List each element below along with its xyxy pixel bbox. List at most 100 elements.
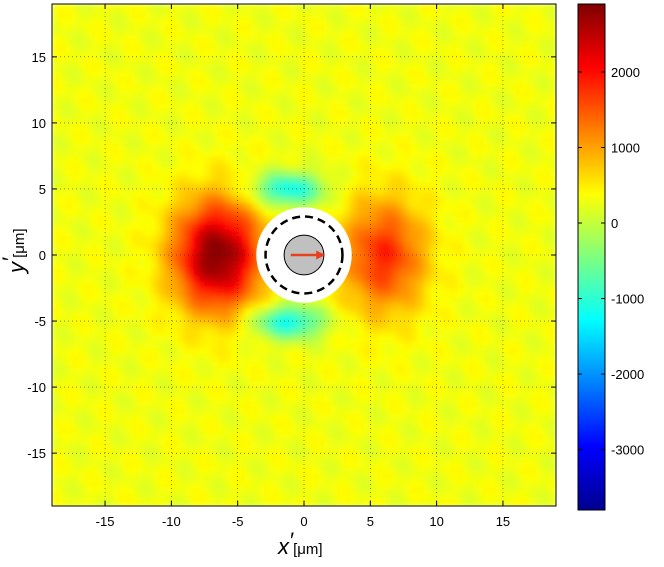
heatmap-cell bbox=[456, 50, 464, 58]
heatmap-cell bbox=[171, 492, 179, 501]
heatmap-cell bbox=[124, 347, 133, 355]
heatmap-cell bbox=[270, 96, 279, 104]
heatmap-cell bbox=[264, 155, 272, 164]
heatmap-cell bbox=[224, 70, 232, 78]
heatmap-cell bbox=[297, 327, 305, 336]
heatmap-cell bbox=[469, 43, 478, 52]
heatmap-cell bbox=[416, 83, 425, 91]
heatmap-cell bbox=[436, 261, 445, 270]
heatmap-cell bbox=[118, 340, 126, 349]
heatmap-cell bbox=[58, 188, 67, 197]
heatmap-cell bbox=[211, 268, 219, 276]
heatmap-cell bbox=[304, 466, 312, 474]
heatmap-cell bbox=[78, 281, 86, 289]
heatmap-cell bbox=[456, 340, 464, 349]
heatmap-cell bbox=[171, 149, 179, 157]
heatmap-cell bbox=[403, 195, 411, 203]
heatmap-cell bbox=[284, 360, 292, 369]
heatmap-cell bbox=[52, 268, 60, 276]
heatmap-cell bbox=[250, 360, 259, 369]
heatmap-cell bbox=[357, 387, 365, 395]
heatmap-cell bbox=[217, 420, 226, 428]
heatmap-cell bbox=[443, 459, 451, 468]
heatmap-cell bbox=[463, 109, 471, 118]
heatmap-cell bbox=[449, 307, 458, 316]
heatmap-cell bbox=[191, 162, 199, 170]
heatmap-cell bbox=[144, 202, 153, 210]
heatmap-cell bbox=[469, 241, 478, 250]
heatmap-cell bbox=[297, 360, 305, 369]
heatmap-cell bbox=[343, 413, 352, 421]
heatmap-cell bbox=[350, 433, 358, 441]
heatmap-cell bbox=[310, 367, 319, 375]
heatmap-cell bbox=[483, 208, 491, 217]
heatmap-cell bbox=[376, 347, 385, 355]
heatmap-cell bbox=[224, 347, 232, 355]
heatmap-cell bbox=[363, 162, 372, 170]
heatmap-cell bbox=[204, 492, 212, 501]
heatmap-cell bbox=[131, 30, 140, 38]
heatmap-cell bbox=[337, 43, 345, 52]
heatmap-cell bbox=[71, 486, 80, 494]
heatmap-cell bbox=[111, 228, 120, 236]
heatmap-cell bbox=[403, 43, 411, 52]
heatmap-cell bbox=[376, 393, 385, 402]
heatmap-cell bbox=[65, 37, 73, 45]
heatmap-cell bbox=[85, 340, 93, 349]
heatmap-cell bbox=[211, 50, 219, 58]
heatmap-cell bbox=[469, 30, 478, 38]
heatmap-cell bbox=[244, 70, 252, 78]
heatmap-cell bbox=[277, 387, 285, 395]
heatmap-cell bbox=[111, 116, 120, 124]
heatmap-cell bbox=[98, 23, 106, 32]
heatmap-cell bbox=[250, 248, 259, 256]
heatmap-cell bbox=[124, 116, 133, 124]
heatmap-cell bbox=[138, 446, 146, 454]
heatmap-cell bbox=[91, 122, 100, 131]
heatmap-cell bbox=[85, 413, 93, 421]
heatmap-cell bbox=[449, 89, 458, 98]
heatmap-cell bbox=[423, 248, 431, 256]
heatmap-cell bbox=[310, 406, 319, 415]
heatmap-cell bbox=[396, 268, 405, 276]
heatmap-cell bbox=[178, 354, 186, 362]
heatmap-cell bbox=[164, 37, 173, 45]
heatmap-cell bbox=[423, 294, 431, 303]
heatmap-cell bbox=[376, 420, 385, 428]
heatmap-cell bbox=[178, 255, 186, 263]
heatmap-cell bbox=[78, 56, 86, 65]
heatmap-cell bbox=[138, 23, 146, 32]
heatmap-cell bbox=[151, 188, 159, 197]
heatmap-cell bbox=[264, 373, 272, 382]
heatmap-cell bbox=[456, 10, 464, 19]
heatmap-cell bbox=[257, 215, 266, 223]
heatmap-cell bbox=[430, 314, 438, 322]
heatmap-cell bbox=[224, 63, 232, 71]
heatmap-cell bbox=[78, 221, 86, 230]
heatmap-cell bbox=[85, 188, 93, 197]
heatmap-cell bbox=[151, 426, 159, 435]
heatmap-cell bbox=[71, 274, 80, 283]
heatmap-cell bbox=[456, 122, 464, 131]
heatmap-cell bbox=[217, 221, 226, 230]
heatmap-cell bbox=[184, 446, 193, 454]
heatmap-cell bbox=[456, 439, 464, 448]
heatmap-cell bbox=[264, 122, 272, 131]
heatmap-cell bbox=[144, 83, 153, 91]
heatmap-cell bbox=[231, 327, 239, 336]
heatmap-cell bbox=[456, 314, 464, 322]
heatmap-cell bbox=[363, 499, 372, 506]
heatmap-cell bbox=[376, 354, 385, 362]
heatmap-cell bbox=[197, 23, 206, 32]
heatmap-cell bbox=[297, 129, 305, 137]
heatmap-cell bbox=[231, 63, 239, 71]
heatmap-cell bbox=[449, 63, 458, 71]
heatmap-cell bbox=[211, 241, 219, 250]
heatmap-cell bbox=[105, 472, 113, 481]
heatmap-cell bbox=[410, 314, 418, 322]
heatmap-cell bbox=[224, 241, 232, 250]
heatmap-cell bbox=[124, 4, 133, 12]
heatmap-cell bbox=[264, 439, 272, 448]
heatmap-cell bbox=[111, 43, 120, 52]
heatmap-cell bbox=[463, 459, 471, 468]
